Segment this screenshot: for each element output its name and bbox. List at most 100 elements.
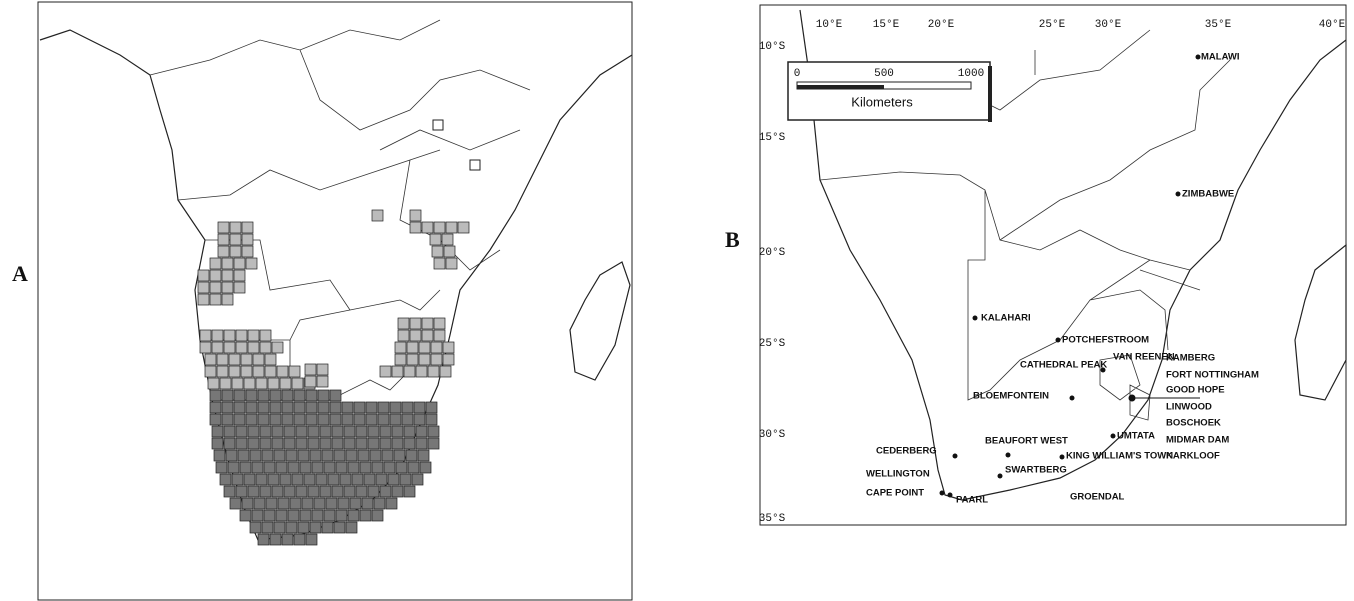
grid-cell xyxy=(224,426,235,437)
grid-cell xyxy=(300,510,311,521)
grid-cell xyxy=(236,342,247,353)
grid-cell xyxy=(390,402,401,413)
place-label: MIDMAR DAM xyxy=(1166,435,1229,446)
scale-unit: Kilometers xyxy=(851,94,913,109)
grid-cell xyxy=(282,390,293,401)
place-marker xyxy=(1196,55,1201,60)
scale-tick: 500 xyxy=(874,68,894,80)
place-label: CAPE POINT xyxy=(866,488,924,499)
grid-cell xyxy=(416,438,427,449)
grid-cell xyxy=(302,498,313,509)
grid-cell xyxy=(416,426,427,437)
grid-cell xyxy=(292,474,303,485)
grid-cell xyxy=(305,364,316,375)
grid-cell xyxy=(230,222,241,233)
grid-cell xyxy=(236,438,247,449)
grid-cell xyxy=(224,486,235,497)
grid-cell xyxy=(216,462,227,473)
grid-cell xyxy=(210,294,221,305)
place-label: ZIMBABWE xyxy=(1182,189,1234,200)
grid-cell xyxy=(431,342,442,353)
grid-cell xyxy=(238,450,249,461)
grid-cell xyxy=(222,258,233,269)
scale-bar xyxy=(797,85,884,89)
grid-cell xyxy=(276,462,287,473)
grid-cell xyxy=(282,414,293,425)
grid-cell xyxy=(222,390,233,401)
longitude-label: 20°E xyxy=(928,19,955,31)
grid-cell xyxy=(422,330,433,341)
grid-cell xyxy=(305,376,316,387)
grid-cell xyxy=(234,390,245,401)
grid-cell xyxy=(226,450,237,461)
place-marker xyxy=(1070,396,1075,401)
grid-cell xyxy=(400,474,411,485)
grid-cell xyxy=(324,462,335,473)
grid-cell xyxy=(286,450,297,461)
grid-cell xyxy=(384,462,395,473)
grid-cell xyxy=(218,222,229,233)
madagascar xyxy=(570,262,630,380)
grid-cell xyxy=(274,522,285,533)
grid-cell xyxy=(350,498,361,509)
grid-cell xyxy=(406,450,417,461)
grid-cell xyxy=(294,534,305,545)
grid-cell xyxy=(390,414,401,425)
grid-cell xyxy=(372,210,383,221)
grid-cell xyxy=(266,498,277,509)
grid-cell xyxy=(392,366,403,377)
grid-cell xyxy=(244,474,255,485)
grid-cell xyxy=(272,486,283,497)
grid-cell xyxy=(284,438,295,449)
grid-cell xyxy=(265,366,276,377)
grid-cell xyxy=(292,378,303,389)
place-label: GROENDAL xyxy=(1070,492,1125,503)
latitude-label: 15°S xyxy=(759,132,786,144)
grid-cell xyxy=(330,402,341,413)
grid-cell xyxy=(322,450,333,461)
grid-cell xyxy=(312,462,323,473)
grid-cell xyxy=(376,474,387,485)
grid-cell xyxy=(306,534,317,545)
grid-cell xyxy=(443,354,454,365)
grid-cell xyxy=(229,354,240,365)
grid-cell xyxy=(346,450,357,461)
grid-cell xyxy=(244,378,255,389)
longitude-label: 40°E xyxy=(1319,19,1346,31)
grid-cell xyxy=(354,414,365,425)
grid-cell xyxy=(246,258,257,269)
grid-cell xyxy=(300,462,311,473)
place-label: MALAWI xyxy=(1201,52,1240,63)
grid-cell xyxy=(362,498,373,509)
grid-cell xyxy=(364,474,375,485)
place-label: UMTATA xyxy=(1117,431,1155,442)
grid-cell xyxy=(386,498,397,509)
grid-cell xyxy=(395,354,406,365)
grid-cell xyxy=(218,246,229,257)
grid-cell xyxy=(372,510,383,521)
grid-cell xyxy=(222,414,233,425)
longitude-label: 25°E xyxy=(1039,19,1066,31)
grid-cell xyxy=(224,330,235,341)
grid-cell xyxy=(348,510,359,521)
grid-cell xyxy=(320,438,331,449)
grid-cell xyxy=(290,498,301,509)
grid-cell xyxy=(220,378,231,389)
grid-cell xyxy=(368,486,379,497)
grid-cell xyxy=(270,402,281,413)
grid-cell xyxy=(260,330,271,341)
grid-cell xyxy=(258,402,269,413)
grid-cell xyxy=(306,402,317,413)
grid-cell xyxy=(380,486,391,497)
grid-cell xyxy=(366,402,377,413)
grid-cell xyxy=(264,510,275,521)
grid-cell xyxy=(248,330,259,341)
grid-cell xyxy=(428,426,439,437)
grid-cell xyxy=(230,246,241,257)
grid-cell xyxy=(282,402,293,413)
grid-cell xyxy=(242,498,253,509)
grid-cell xyxy=(296,438,307,449)
grid-cell xyxy=(274,450,285,461)
latitude-label: 10°S xyxy=(759,41,786,53)
grid-cell xyxy=(407,342,418,353)
